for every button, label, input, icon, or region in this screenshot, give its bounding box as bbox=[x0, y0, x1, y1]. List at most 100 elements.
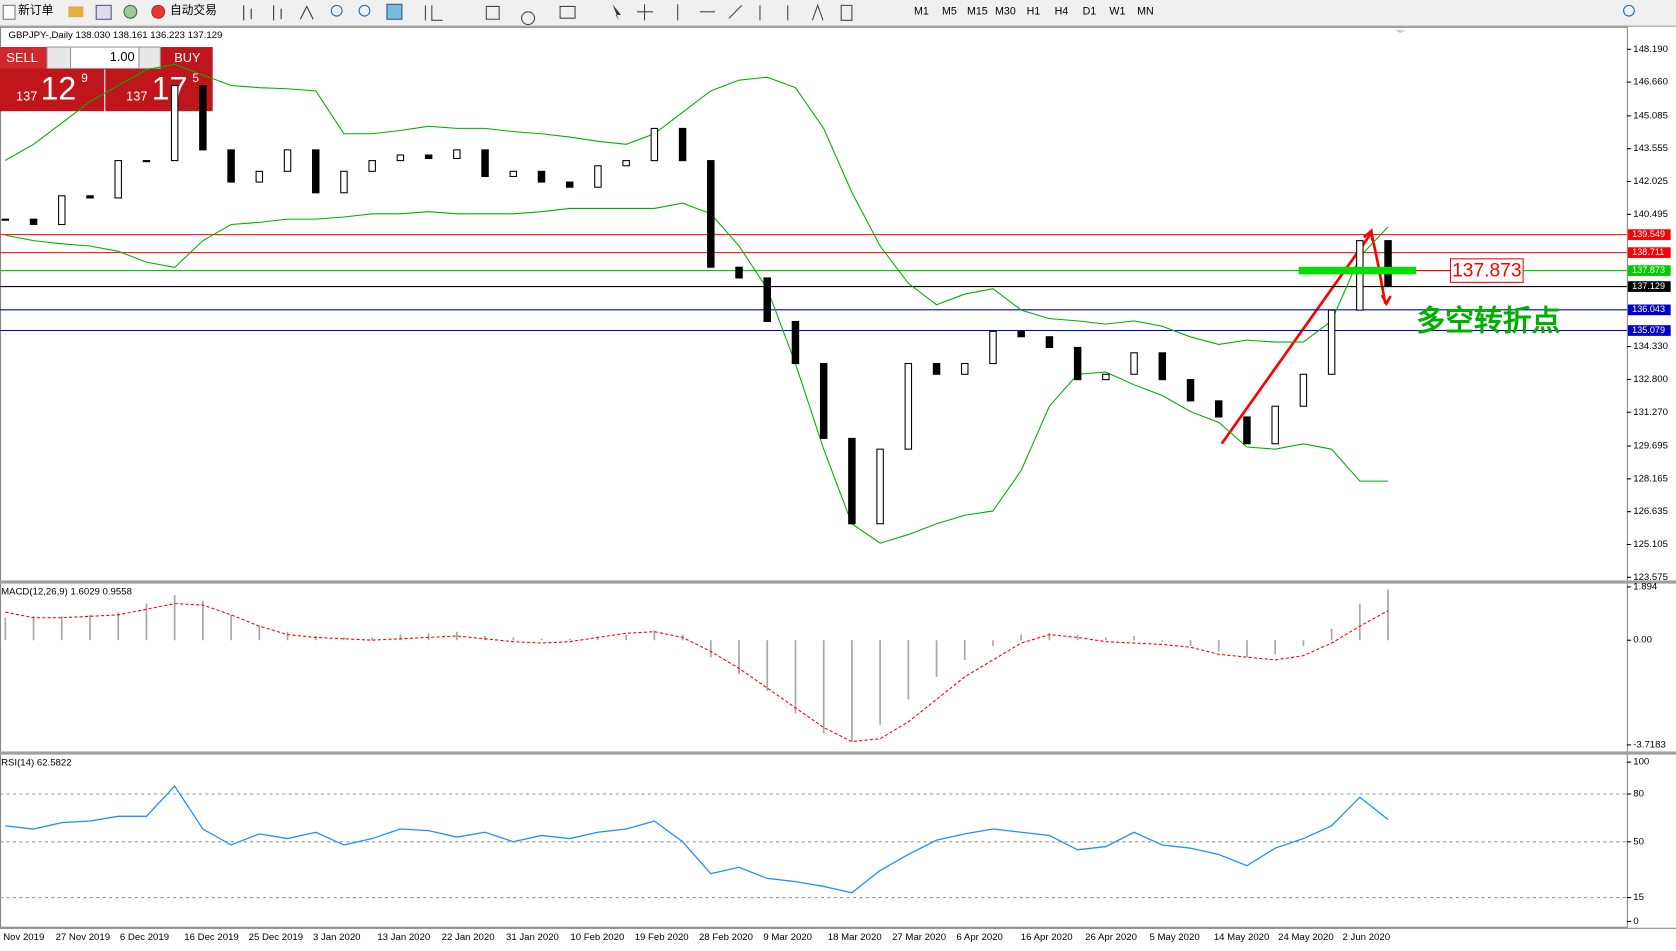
tile-icon[interactable] bbox=[386, 3, 403, 20]
lot-up[interactable] bbox=[138, 46, 161, 69]
macd-bar bbox=[258, 626, 261, 641]
candle bbox=[509, 170, 518, 178]
y-tick-label: 132.800 bbox=[1633, 374, 1668, 385]
chart-border bbox=[0, 26, 1628, 928]
toolbar-icon[interactable] bbox=[424, 5, 576, 26]
zoom-in-icon[interactable] bbox=[330, 4, 343, 17]
candle bbox=[283, 149, 292, 172]
sell-price-small[interactable]: 9 bbox=[81, 72, 88, 85]
panel-separator bbox=[0, 580, 1676, 584]
candle bbox=[932, 363, 941, 375]
timeframe-button[interactable]: M30 bbox=[995, 6, 1016, 18]
lot-value[interactable]: 1.00 bbox=[110, 49, 135, 64]
y-tick-label: -3.7183 bbox=[1633, 739, 1666, 750]
y-tick-label: 131.270 bbox=[1633, 407, 1668, 418]
y-tick-label: 148.190 bbox=[1633, 44, 1668, 55]
auto-trading-button[interactable]: 自动交易 bbox=[170, 3, 217, 17]
chart-title: GBPJPY-,Daily 138.030 138.161 136.223 13… bbox=[9, 30, 223, 41]
lot-down[interactable] bbox=[46, 46, 72, 69]
timeframe-button[interactable]: M1 bbox=[914, 6, 929, 18]
callout-price: 137.873 bbox=[1452, 261, 1521, 282]
rsi-line bbox=[5, 785, 1389, 894]
toolbar-icon[interactable] bbox=[123, 4, 138, 19]
time-label: 14 May 2020 bbox=[1214, 932, 1270, 943]
macd-bar bbox=[907, 640, 910, 700]
buy-price-main[interactable]: 17 bbox=[152, 70, 188, 106]
band-line bbox=[5, 202, 1389, 544]
macd-bar bbox=[455, 631, 458, 641]
buy-price-big[interactable]: 137 bbox=[126, 89, 147, 104]
toolbar-icon[interactable] bbox=[95, 4, 112, 20]
level-label-bg bbox=[1627, 265, 1671, 276]
toolbar-icon[interactable] bbox=[68, 6, 84, 18]
macd-bar bbox=[32, 616, 35, 641]
candle bbox=[1102, 373, 1110, 381]
y-tick-label: 1.894 bbox=[1633, 581, 1658, 592]
level-label-bg bbox=[1627, 325, 1671, 336]
candle bbox=[622, 160, 630, 167]
macd-bar bbox=[1133, 636, 1135, 641]
macd-bar bbox=[1217, 640, 1220, 652]
zoom-out-icon[interactable] bbox=[358, 4, 371, 17]
candle bbox=[819, 363, 828, 439]
timeframe-button[interactable]: H1 bbox=[1027, 6, 1041, 18]
timeframe-button[interactable]: D1 bbox=[1083, 6, 1097, 18]
candle bbox=[142, 160, 151, 163]
macd-bar bbox=[963, 640, 966, 660]
candle bbox=[86, 195, 94, 199]
chart-title: RSI(14) 62.5822 bbox=[1, 758, 72, 769]
macd-bar bbox=[286, 631, 289, 641]
toolbar-group: 新订单 自动交易 bbox=[2, 3, 1635, 26]
timeframe-button[interactable]: W1 bbox=[1109, 6, 1125, 18]
auto-trading-icon[interactable] bbox=[151, 4, 166, 19]
level-label-bg bbox=[1627, 281, 1671, 292]
time-label: 31 Jan 2020 bbox=[506, 932, 559, 943]
time-label: 9 Mar 2020 bbox=[763, 932, 812, 943]
timeframe-button[interactable]: M15 bbox=[967, 6, 988, 18]
candle bbox=[904, 363, 913, 450]
y-tick-label: 100 bbox=[1633, 757, 1649, 768]
y-tick-label: 50 bbox=[1633, 836, 1644, 847]
sell-label[interactable]: SELL bbox=[6, 50, 37, 65]
shift-marker bbox=[1394, 29, 1406, 34]
buy-price-small[interactable]: 5 bbox=[192, 72, 199, 85]
toolbar bbox=[0, 0, 1676, 27]
buy-label[interactable]: BUY bbox=[174, 50, 201, 65]
level-label-bg bbox=[1627, 304, 1671, 316]
y-tick-label: 129.695 bbox=[1633, 441, 1668, 452]
candle bbox=[114, 160, 122, 199]
level-label: 137.129 bbox=[1632, 281, 1665, 291]
candle bbox=[1214, 400, 1223, 418]
new-order-icon[interactable] bbox=[2, 4, 16, 20]
drawing-tools[interactable] bbox=[637, 3, 853, 21]
chart-title: MACD(12,26,9) 1.6029 0.9558 bbox=[1, 587, 132, 598]
candle bbox=[876, 448, 884, 525]
new-order-button[interactable]: 新订单 bbox=[18, 3, 53, 17]
sell-price-big[interactable]: 137 bbox=[16, 89, 37, 104]
timeframe-button[interactable]: M5 bbox=[942, 6, 957, 18]
search-icon[interactable] bbox=[1623, 4, 1635, 17]
candle bbox=[989, 330, 997, 365]
macd-bar bbox=[794, 640, 797, 714]
callout-box bbox=[1449, 258, 1524, 283]
sell-price-main[interactable]: 12 bbox=[41, 70, 77, 106]
time-label: 25 Dec 2019 bbox=[249, 932, 303, 943]
level-label: 136.043 bbox=[1632, 304, 1665, 314]
candle bbox=[1, 218, 10, 221]
y-tick-label: 80 bbox=[1633, 789, 1644, 800]
timeframe-button[interactable]: H4 bbox=[1055, 6, 1069, 18]
y-tick-label: 0.00 bbox=[1633, 635, 1652, 646]
chart-type-icons[interactable] bbox=[243, 5, 314, 21]
macd-bar bbox=[1358, 603, 1361, 641]
time-label: 10 Feb 2020 bbox=[570, 932, 624, 943]
cursor-icon[interactable] bbox=[612, 4, 622, 21]
timeframe-button[interactable]: MN bbox=[1137, 6, 1154, 18]
candle bbox=[735, 266, 743, 279]
macd-bar bbox=[202, 600, 204, 641]
time-label: 26 Apr 2020 bbox=[1085, 932, 1137, 943]
candle bbox=[227, 149, 235, 183]
sell-button[interactable] bbox=[0, 47, 48, 69]
macd-bar bbox=[1161, 640, 1164, 642]
y-tick-label: 134.330 bbox=[1633, 341, 1668, 352]
